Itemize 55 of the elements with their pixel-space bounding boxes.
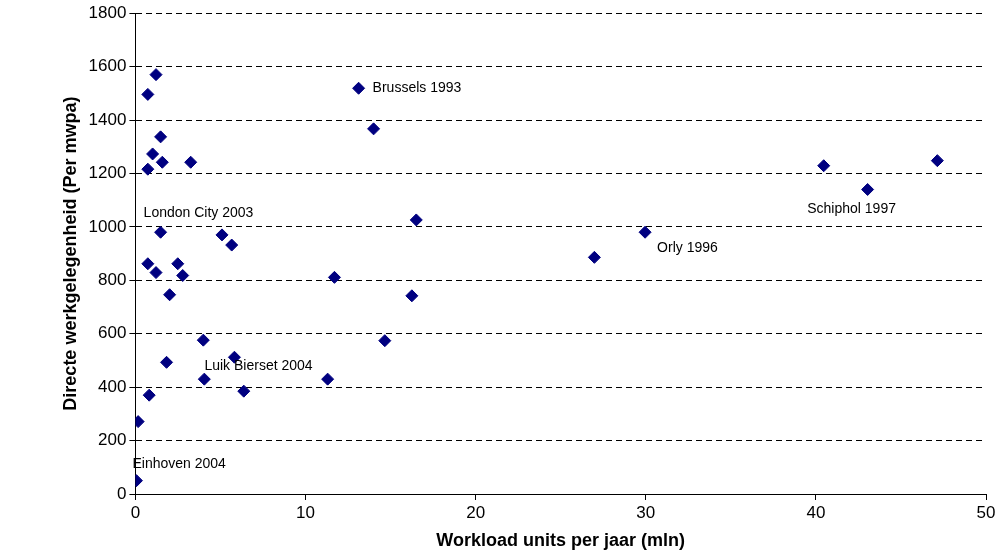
point [176,269,190,282]
point [155,155,169,169]
y-tick-label: 1600 [88,56,127,76]
annotation: Luik Bierset 2004 [204,357,313,374]
x-tick-label: 30 [636,502,656,522]
x-tick-label: 50 [976,502,996,522]
point [142,388,156,402]
point [154,225,168,239]
point [149,68,163,82]
point [141,257,155,271]
point [405,289,419,303]
point [367,122,381,136]
annotation: London City 2003 [143,204,254,221]
point [163,288,177,302]
y-tick-label: 1000 [88,216,127,236]
x-axis-title: Workload units per jaar (mln) [436,530,686,551]
point [196,333,210,347]
y-tick-label: 400 [98,376,127,396]
point [817,159,831,173]
point [321,372,335,386]
point [215,228,229,242]
point [327,270,341,284]
point [154,130,168,144]
y-tick-label: 600 [98,323,127,343]
point [409,213,423,227]
y-tick-label: 1400 [88,109,127,129]
point [638,225,652,239]
point [141,162,155,176]
point [146,147,160,161]
y-axis-title: Directe werkgelegenheid (Per mwpa) [59,96,80,411]
point [160,355,174,369]
point [225,238,239,252]
x-tick-label: 0 [130,502,141,522]
point [930,154,944,168]
point [237,384,251,398]
y-tick-label: 800 [98,270,127,289]
point [197,372,211,386]
y-tick-label: 0 [116,483,127,503]
point [378,334,392,348]
point [149,266,163,280]
point [861,182,875,196]
point [184,155,198,169]
point [352,81,366,95]
x-tick-label: 40 [806,502,826,522]
y-tick-label: 1200 [88,163,127,183]
y-tick-label: 1800 [88,2,127,22]
x-tick-label: 10 [296,502,315,522]
y-tick-label: 200 [98,430,127,450]
annotation: Brussels 1993 [372,79,462,96]
annotation: Schiphol 1997 [807,200,897,217]
point [171,257,185,271]
x-tick-label: 20 [466,502,486,522]
point [587,250,601,264]
point [141,87,155,101]
annotation: Orly 1996 [657,239,718,256]
